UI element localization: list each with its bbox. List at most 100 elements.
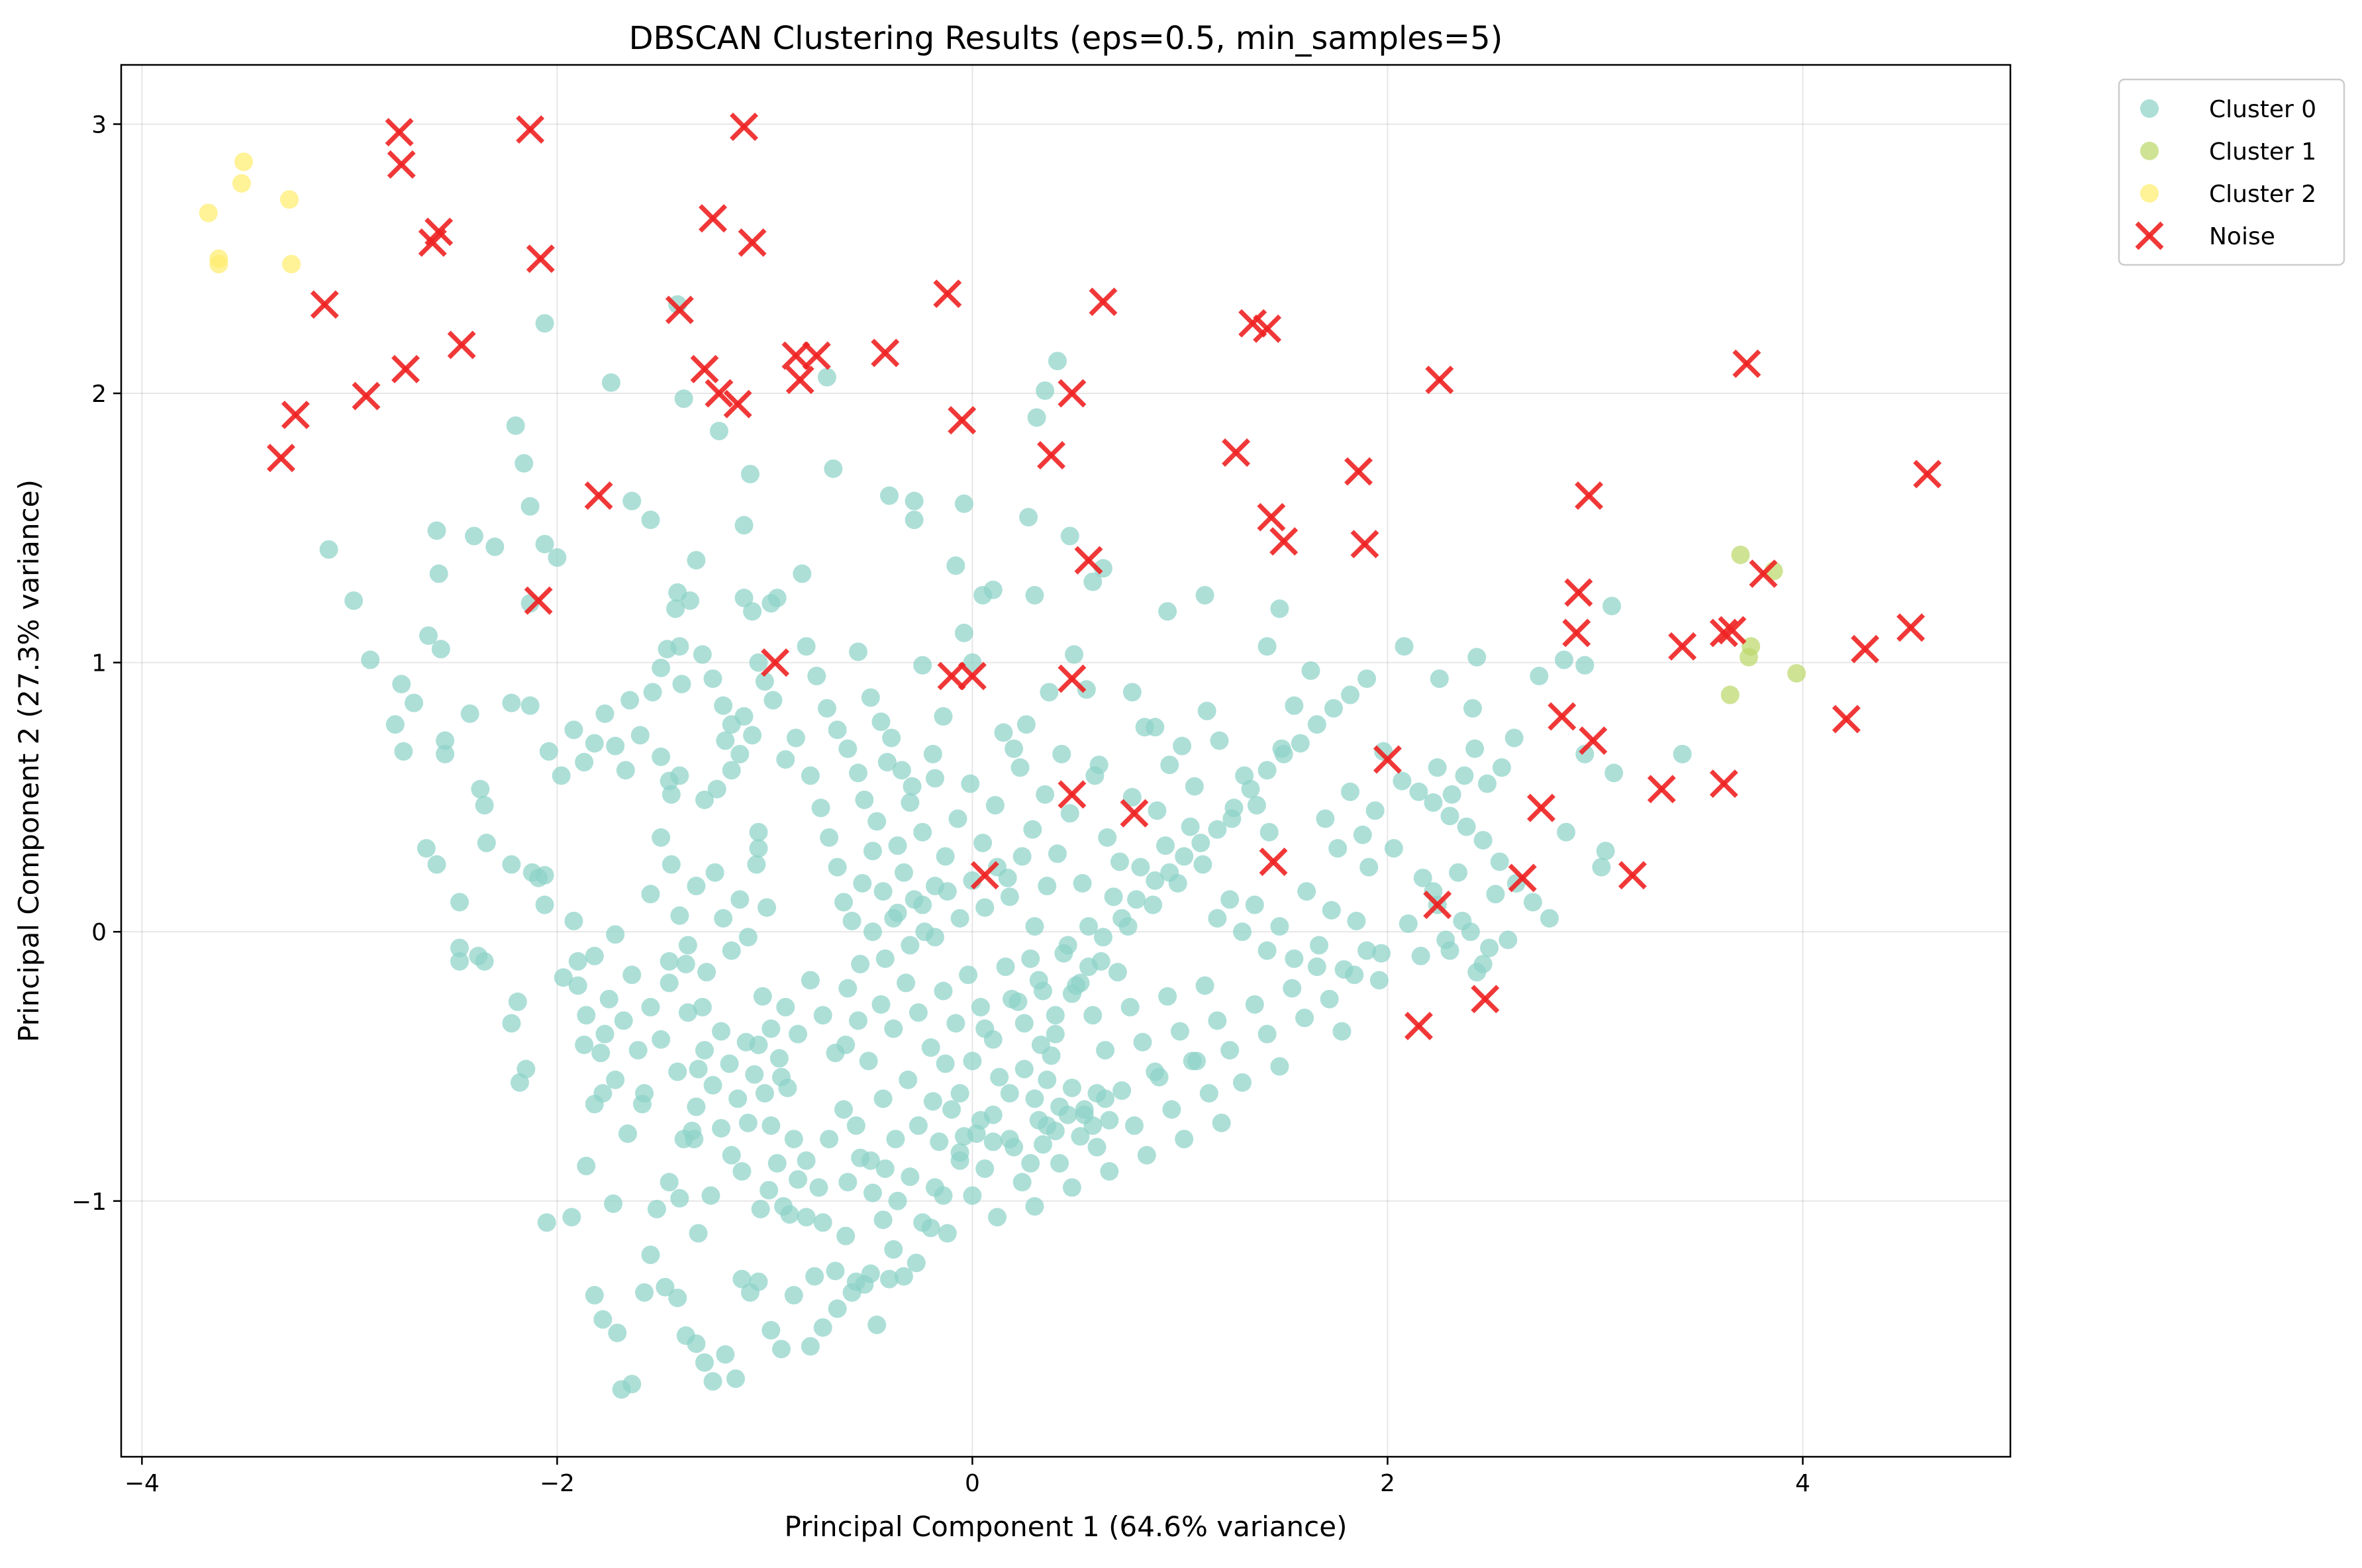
- cluster-point: [670, 766, 689, 785]
- cluster-point: [776, 750, 795, 769]
- cluster-point: [641, 998, 660, 1017]
- noise-point: [738, 228, 767, 257]
- cluster-point: [687, 1334, 706, 1353]
- cluster-point: [901, 793, 920, 812]
- cluster-point: [1019, 508, 1038, 527]
- cluster-point: [1014, 1014, 1034, 1033]
- noise-x-stroke: [1668, 632, 1697, 661]
- cluster-point: [1046, 1122, 1065, 1141]
- cluster-point: [1673, 744, 1692, 763]
- cluster-point: [1137, 1146, 1156, 1165]
- cluster-point: [762, 1320, 781, 1340]
- cluster-point: [1062, 1178, 1081, 1197]
- cluster-point: [743, 602, 762, 621]
- cluster-point: [1000, 887, 1019, 906]
- cluster-point: [1430, 669, 1449, 688]
- cluster-point: [319, 540, 338, 559]
- cluster-point: [1467, 963, 1487, 982]
- noise-point: [310, 290, 339, 319]
- cluster-point: [848, 1011, 867, 1030]
- cluster-point: [585, 1286, 604, 1305]
- cluster-point: [930, 1132, 949, 1152]
- cluster-point: [1257, 941, 1277, 960]
- cluster-point: [1096, 1041, 1115, 1060]
- cluster-point: [1208, 820, 1227, 839]
- cluster-point: [1133, 1032, 1152, 1052]
- cluster-point: [568, 952, 587, 971]
- cluster-point: [668, 1289, 687, 1308]
- cluster-point: [1195, 585, 1214, 605]
- cluster-point: [1025, 1197, 1044, 1216]
- noise-point: [1423, 891, 1452, 919]
- noise-point: [1732, 349, 1761, 378]
- cluster-point: [1316, 809, 1335, 828]
- cluster-point: [670, 906, 689, 925]
- cluster-point: [1212, 1113, 1231, 1132]
- cluster-point: [1409, 782, 1428, 801]
- noise-x-stroke: [665, 295, 694, 324]
- cluster-point: [599, 989, 618, 1008]
- cluster-point: [1160, 756, 1179, 775]
- cluster-point: [884, 1240, 903, 1259]
- cluster-point: [1442, 785, 1461, 804]
- cluster-point: [685, 1130, 704, 1149]
- noise-point: [665, 295, 694, 324]
- noise-point: [1257, 503, 1286, 532]
- cluster-point: [863, 842, 882, 861]
- cluster-point: [859, 1052, 878, 1071]
- cluster-point: [732, 1269, 752, 1289]
- noise-point: [1562, 618, 1591, 648]
- noise-x-stroke: [584, 481, 613, 510]
- cluster-point: [1120, 998, 1140, 1017]
- cluster-point: [1208, 1011, 1227, 1030]
- noise-x-stroke: [699, 204, 727, 233]
- cluster-point: [1071, 1127, 1090, 1146]
- cluster-point: [842, 911, 861, 930]
- cluster-point: [1100, 1162, 1119, 1181]
- noise-x-stroke: [385, 118, 414, 147]
- cluster-point: [1554, 650, 1573, 669]
- cluster-point: [990, 1067, 1009, 1087]
- noise-point: [785, 366, 814, 395]
- cluster-point: [674, 389, 693, 409]
- cluster-point: [950, 1084, 969, 1103]
- cluster-point: [1596, 842, 1615, 861]
- cluster-point: [1285, 696, 1304, 715]
- cluster-point: [279, 190, 299, 209]
- cluster-point: [1060, 804, 1079, 823]
- cluster-point: [676, 954, 695, 973]
- cluster-point: [1490, 852, 1509, 871]
- cluster-point: [762, 1019, 781, 1038]
- cluster-point: [1428, 758, 1447, 777]
- noise-point: [1350, 530, 1379, 559]
- cluster-point: [585, 946, 604, 965]
- noise-x-stroke: [937, 662, 966, 691]
- cluster-point: [925, 877, 944, 896]
- cluster-point: [678, 936, 697, 955]
- cluster-point: [475, 952, 494, 971]
- cluster-point: [886, 1130, 905, 1149]
- noise-point: [1709, 769, 1738, 799]
- noise-x-stroke: [524, 586, 553, 615]
- cluster-point: [689, 1059, 708, 1079]
- noise-x-stroke: [738, 228, 767, 257]
- cluster-point: [851, 954, 870, 973]
- cluster-point: [1359, 858, 1379, 877]
- cluster-point: [485, 537, 505, 556]
- cluster-point: [1449, 863, 1468, 882]
- cluster-point: [552, 766, 571, 785]
- cluster-point: [1465, 739, 1485, 758]
- noise-x-stroke: [761, 648, 790, 677]
- cluster-point: [950, 1143, 969, 1162]
- cluster-point: [983, 580, 1003, 599]
- cluster-point: [877, 753, 897, 772]
- cluster-point: [905, 491, 924, 511]
- cluster-point: [994, 723, 1013, 742]
- cluster-point: [923, 744, 942, 763]
- noise-point: [1851, 634, 1880, 663]
- noise-point: [705, 379, 734, 408]
- cluster-point: [1187, 1052, 1206, 1071]
- cluster-point: [899, 1070, 918, 1089]
- cluster-point: [985, 796, 1005, 815]
- cluster-point: [716, 1345, 735, 1364]
